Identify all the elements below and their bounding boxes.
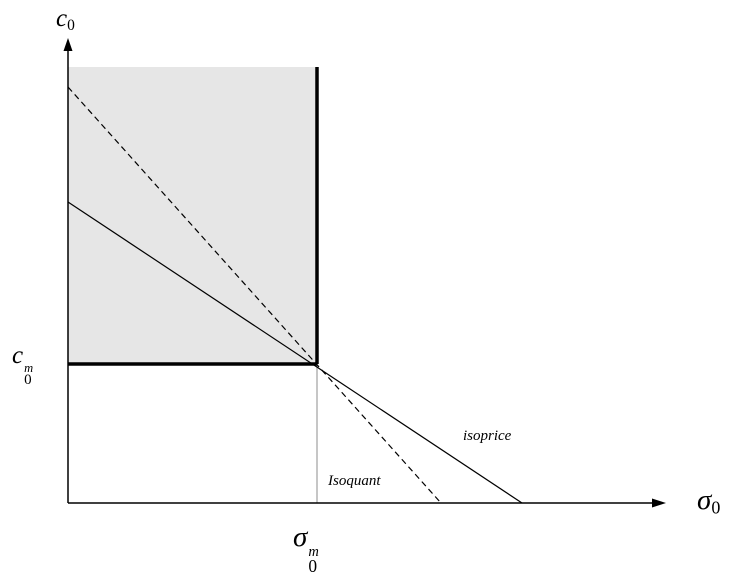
x-axis-label-symbol: σ [697,484,712,516]
y-axis-label-symbol: c [56,5,68,32]
y-axis-arrowhead [63,38,73,51]
sigma0m-symbol: σ [293,521,308,553]
x-axis-label-subscript: 0 [711,497,721,518]
sigma0m-superscript: m [308,544,319,561]
isoprice-line [67,201,523,504]
c0m-subscript: 0 [24,372,32,388]
sigma0m-subscript: 0 [308,556,318,576]
shaded-region [68,67,317,364]
c0m-symbol: c [12,342,24,369]
isoquant-line [67,86,442,504]
isoquant-label: Isoquant [328,473,381,489]
y-axis-label: c0 [56,6,75,33]
diagram-canvas [63,38,666,508]
y-axis-label-subscript: 0 [67,16,75,34]
isoprice-label: isoprice [463,428,512,444]
c0m-superscript: m [24,360,34,375]
x-axis-label: σ0 [697,484,721,518]
x-axis-arrowhead [652,498,666,508]
